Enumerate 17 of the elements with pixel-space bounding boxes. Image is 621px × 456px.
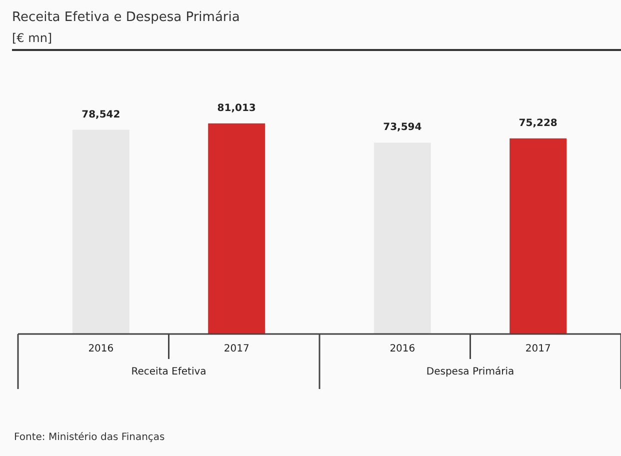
chart-title: Receita Efetiva e Despesa Primária <box>12 10 241 25</box>
bar <box>72 130 130 334</box>
data-label: 81,013 <box>217 102 256 114</box>
series-label: 2017 <box>224 344 250 355</box>
series-label: 2016 <box>88 344 114 355</box>
bar <box>510 138 567 334</box>
bar <box>374 142 431 334</box>
bar <box>208 123 266 334</box>
chart-subtitle: [€ mn] <box>12 31 54 45</box>
x-tick-label: Receita Efetiva <box>131 366 206 378</box>
text: 2017 <box>525 344 551 355</box>
data-label: 75,228 <box>518 118 558 129</box>
x-tick-label: Despesa Primária <box>426 366 514 378</box>
text: 2016 <box>390 344 416 355</box>
data-label: 73,594 <box>383 122 422 134</box>
data-label: 78,542 <box>82 109 120 120</box>
source-note: Fonte: Ministério das Finanças <box>14 432 165 443</box>
